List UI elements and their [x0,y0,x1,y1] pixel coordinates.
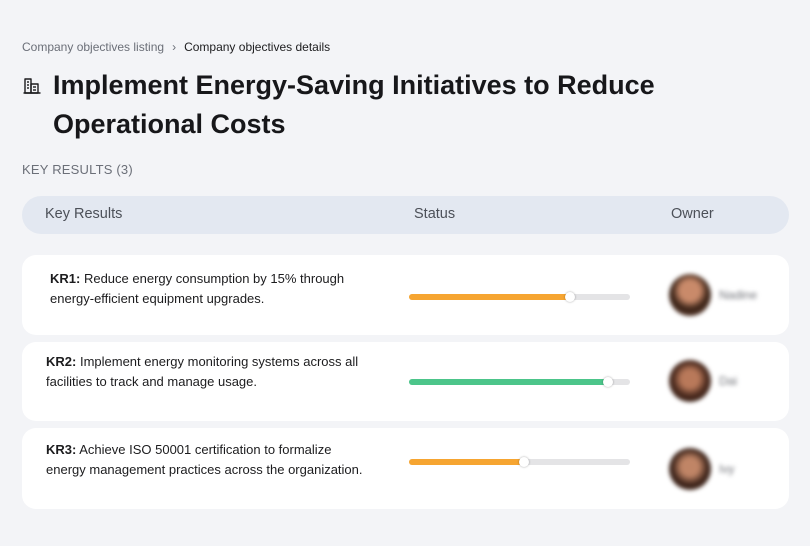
page-title: Implement Energy-Saving Initiatives to R… [53,70,655,139]
column-header-status: Status [414,206,456,222]
key-result-code: KR3: [46,442,77,457]
progress-bar [409,377,630,387]
avatar [669,448,711,490]
key-result-description: Achieve ISO 50001 certification to forma… [46,442,363,477]
key-results-count: KEY RESULTS (3) [22,162,133,177]
avatar [669,274,711,316]
objective-header: Implement Energy-Saving Initiatives to R… [22,66,693,144]
table-header: Key Results Status Owner [22,196,789,234]
owner[interactable]: Nadine [669,274,757,316]
progress-fill [409,294,571,300]
key-result-text: KR2: Implement energy monitoring systems… [46,352,386,392]
breadcrumb: Company objectives listing › Company obj… [22,40,330,54]
owner-name: Nadine [719,288,758,302]
owner-name: Dai [719,374,738,388]
column-header-key-results: Key Results [45,206,123,222]
key-result-row-3[interactable]: KR3: Achieve ISO 50001 certification to … [22,428,789,509]
owner[interactable]: Ivy [669,448,734,490]
key-result-code: KR2: [46,354,77,369]
building-icon [23,78,41,94]
avatar [669,360,711,402]
progress-thumb [602,377,613,387]
key-result-code: KR1: [50,271,81,286]
owner[interactable]: Dai [669,360,737,402]
owner-name: Ivy [719,462,735,476]
key-result-row-2[interactable]: KR2: Implement energy monitoring systems… [22,342,789,421]
progress-bar [409,457,630,467]
progress-bar [409,292,630,302]
column-header-owner: Owner [671,206,714,222]
progress-fill [409,459,524,465]
key-result-text: KR1: Reduce energy consumption by 15% th… [50,269,380,309]
progress-thumb [518,457,529,467]
breadcrumb-current: Company objectives details [184,40,331,54]
progress-thumb [565,292,576,302]
key-result-text: KR3: Achieve ISO 50001 certification to … [46,440,366,480]
key-result-description: Implement energy monitoring systems acro… [46,354,359,389]
key-result-description: Reduce energy consumption by 15% through… [50,271,345,306]
breadcrumb-separator: › [172,40,177,54]
key-result-row-1[interactable]: KR1: Reduce energy consumption by 15% th… [22,255,789,335]
breadcrumb-link-listing[interactable]: Company objectives listing [22,40,165,54]
progress-fill [409,379,608,385]
